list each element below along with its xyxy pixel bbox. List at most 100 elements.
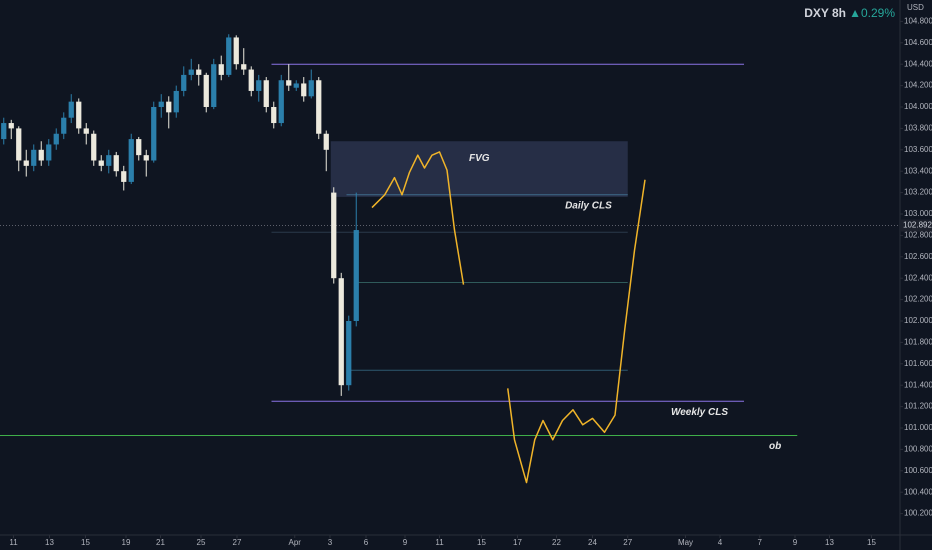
x-tick-label: 3 bbox=[328, 538, 333, 547]
candle-body bbox=[308, 80, 314, 97]
y-tick-label: 104.400 bbox=[904, 59, 932, 68]
candle-body bbox=[16, 128, 22, 161]
x-tick-label: 11 bbox=[435, 538, 444, 547]
candle-body bbox=[338, 278, 344, 386]
y-tick-label: 103.400 bbox=[904, 166, 932, 175]
fvg-zone bbox=[330, 141, 628, 197]
y-tick-label: 101.200 bbox=[904, 402, 932, 411]
candle-body bbox=[143, 155, 149, 161]
candle-body bbox=[1, 123, 7, 140]
candle-body bbox=[8, 123, 14, 129]
candle-body bbox=[151, 107, 157, 161]
y-tick-label: 103.600 bbox=[904, 145, 932, 154]
y-tick-label: 104.000 bbox=[904, 102, 932, 111]
x-tick-label: 19 bbox=[122, 538, 131, 547]
x-tick-label: 27 bbox=[623, 538, 632, 547]
candle-body bbox=[271, 107, 277, 124]
x-tick-label: 17 bbox=[513, 538, 522, 547]
x-tick-label: 13 bbox=[825, 538, 834, 547]
candle-body bbox=[61, 117, 67, 134]
x-tick-label: 25 bbox=[197, 538, 206, 547]
y-tick-label: 100.600 bbox=[904, 466, 932, 475]
candle-body bbox=[226, 37, 232, 75]
x-tick-label: 15 bbox=[81, 538, 90, 547]
level-label: Daily CLS bbox=[565, 200, 612, 211]
candle-body bbox=[128, 139, 134, 182]
candle-body bbox=[158, 101, 164, 107]
x-tick-label: 15 bbox=[867, 538, 876, 547]
candle-body bbox=[323, 133, 329, 150]
candle-body bbox=[218, 64, 224, 75]
y-tick-label: 104.800 bbox=[904, 17, 932, 26]
candle-body bbox=[211, 64, 217, 107]
x-tick-label: Apr bbox=[289, 538, 302, 547]
candle-body bbox=[196, 69, 202, 75]
x-tick-label: 13 bbox=[45, 538, 54, 547]
candle-body bbox=[293, 83, 299, 88]
candle-body bbox=[346, 321, 352, 386]
y-tick-label: 103.800 bbox=[904, 124, 932, 133]
candle-body bbox=[53, 133, 59, 145]
fvg-label: FVG bbox=[469, 153, 490, 164]
x-tick-label: 7 bbox=[758, 538, 763, 547]
x-tick-label: 24 bbox=[588, 538, 597, 547]
candle-body bbox=[203, 74, 209, 107]
y-tick-label: 102.200 bbox=[904, 295, 932, 304]
candle-body bbox=[173, 90, 179, 113]
candle-body bbox=[286, 80, 292, 86]
candle-body bbox=[263, 80, 269, 107]
candle-body bbox=[248, 69, 254, 91]
y-tick-label: 103.000 bbox=[904, 209, 932, 218]
candle-body bbox=[113, 155, 119, 172]
candle-body bbox=[136, 139, 142, 156]
currency: USD bbox=[907, 3, 924, 12]
x-tick-label: 15 bbox=[477, 538, 486, 547]
level-label: ob bbox=[769, 441, 781, 452]
candle-body bbox=[166, 101, 172, 113]
x-tick-label: 27 bbox=[233, 538, 242, 547]
x-tick-label: 6 bbox=[364, 538, 369, 547]
candle-body bbox=[256, 80, 262, 91]
candle-body bbox=[91, 133, 97, 161]
candle-body bbox=[38, 149, 44, 161]
x-tick-label: 21 bbox=[156, 538, 165, 547]
candle-body bbox=[106, 155, 112, 166]
y-tick-label: 101.000 bbox=[904, 423, 932, 432]
y-tick-label: 103.200 bbox=[904, 188, 932, 197]
y-tick-label: 101.600 bbox=[904, 359, 932, 368]
y-tick-label: 101.400 bbox=[904, 380, 932, 389]
candle-body bbox=[353, 230, 359, 321]
change: ▲0.29% bbox=[849, 6, 895, 20]
y-tick-label: 102.600 bbox=[904, 252, 932, 261]
x-tick-label: 9 bbox=[403, 538, 408, 547]
candle-body bbox=[331, 192, 337, 279]
y-tick-label: 101.800 bbox=[904, 338, 932, 347]
y-tick-label: 102.000 bbox=[904, 316, 932, 325]
candle-body bbox=[278, 80, 284, 124]
level-label: Weekly CLS bbox=[671, 407, 728, 418]
symbol: DXY 8h bbox=[804, 6, 846, 20]
candle-body bbox=[188, 69, 194, 75]
candle-body bbox=[121, 171, 127, 182]
y-tick-label: 100.200 bbox=[904, 509, 932, 518]
x-tick-label: 11 bbox=[9, 538, 18, 547]
candle-body bbox=[31, 149, 37, 166]
candle-body bbox=[316, 80, 322, 134]
candle-body bbox=[98, 160, 104, 166]
x-tick-label: 4 bbox=[718, 538, 723, 547]
x-tick-label: 22 bbox=[552, 538, 561, 547]
candle-body bbox=[301, 83, 307, 97]
candle-body bbox=[68, 101, 74, 118]
candle-body bbox=[241, 64, 247, 70]
last-price-label: 102.892 bbox=[903, 221, 932, 230]
last-price-box bbox=[900, 219, 932, 232]
y-tick-label: 104.200 bbox=[904, 81, 932, 90]
y-tick-label: 104.600 bbox=[904, 38, 932, 47]
y-tick-label: 100.400 bbox=[904, 487, 932, 496]
candle-body bbox=[46, 144, 52, 161]
x-tick-label: May bbox=[678, 538, 693, 547]
projection-path bbox=[371, 151, 465, 285]
